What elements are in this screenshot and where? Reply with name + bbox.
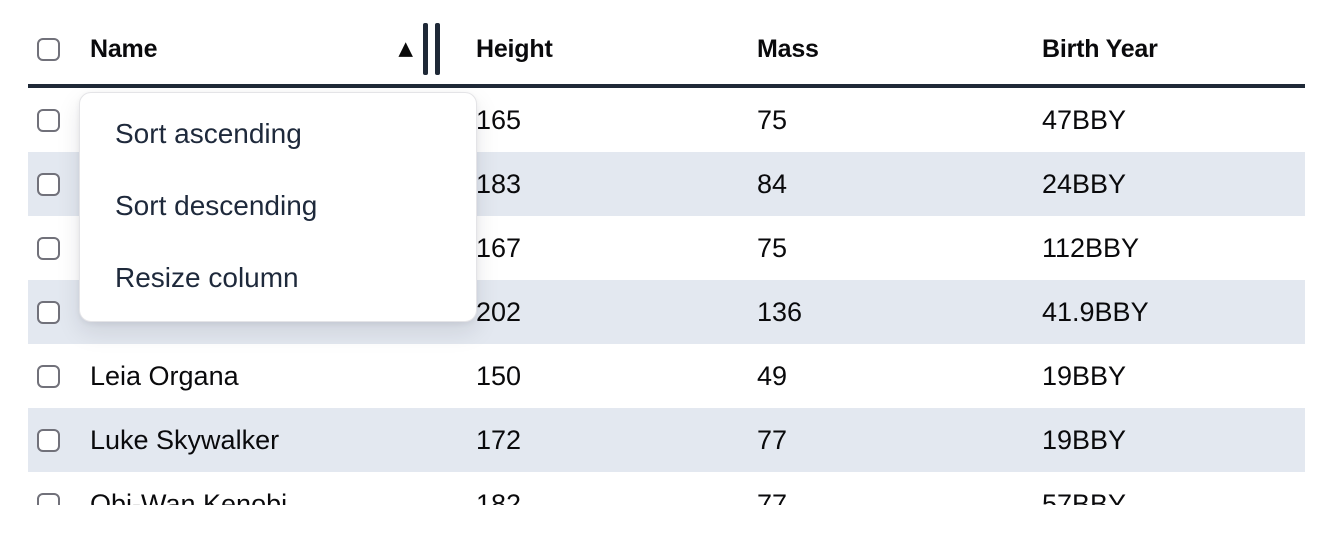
- birth-year-cell: 41.9BBY: [1042, 296, 1149, 327]
- row-checkbox[interactable]: [37, 428, 60, 452]
- select-all-cell: [28, 14, 70, 84]
- birth-year-cell: 112BBY: [1042, 232, 1140, 263]
- column-header-name-label: Name: [90, 34, 158, 63]
- height-cell: 165: [476, 104, 522, 135]
- row-checkbox-cell: [28, 472, 70, 505]
- height-cell: 182: [476, 488, 522, 506]
- column-context-menu: Sort ascending Sort descending Resize co…: [79, 92, 477, 322]
- row-checkbox[interactable]: [37, 236, 60, 260]
- birth-year-cell: 19BBY: [1042, 424, 1127, 455]
- row-checkbox-cell: [28, 152, 70, 216]
- mass-cell: 75: [757, 104, 788, 135]
- row-checkbox-cell: [28, 216, 70, 280]
- row-checkbox-cell: [28, 88, 70, 152]
- row-checkbox[interactable]: [37, 300, 60, 324]
- birth-year-cell: 19BBY: [1042, 360, 1127, 391]
- resize-bar: [435, 23, 440, 75]
- name-cell: Luke Skywalker: [90, 424, 280, 455]
- column-header-birth-year-label: Birth Year: [1042, 34, 1158, 63]
- menu-item-resize-column[interactable]: Resize column: [115, 262, 299, 293]
- row-checkbox[interactable]: [37, 364, 60, 388]
- column-resize-handle-icon[interactable]: [423, 23, 440, 75]
- column-header-birth-year[interactable]: Birth Year: [1022, 14, 1305, 84]
- name-cell: Obi-Wan Kenobi: [90, 488, 288, 506]
- column-header-height[interactable]: Height: [456, 14, 737, 84]
- mass-cell: 77: [757, 424, 788, 455]
- row-checkbox-cell: [28, 280, 70, 344]
- menu-item-sort-descending[interactable]: Sort descending: [115, 190, 318, 221]
- table-row: 165 75 47BBY: [28, 88, 1305, 152]
- mass-cell: 84: [757, 168, 788, 199]
- name-cell: Leia Organa: [90, 360, 239, 391]
- row-checkbox-cell: [28, 408, 70, 472]
- mass-cell: 49: [757, 360, 788, 391]
- height-cell: 202: [476, 296, 522, 327]
- mass-cell: 77: [757, 488, 788, 506]
- height-cell: 183: [476, 168, 522, 199]
- row-checkbox[interactable]: [37, 172, 60, 196]
- row-checkbox[interactable]: [37, 492, 60, 505]
- table-row: Luke Skywalker 172 77 19BBY: [28, 408, 1305, 472]
- height-cell: 172: [476, 424, 522, 455]
- table-header-row: Name ▲ Height Mass Birth Year: [28, 0, 1305, 88]
- row-checkbox[interactable]: [37, 108, 60, 132]
- birth-year-cell: 57BBY: [1042, 488, 1127, 506]
- menu-item-sort-ascending[interactable]: Sort ascending: [115, 118, 302, 149]
- column-header-name[interactable]: Name ▲: [70, 14, 456, 84]
- select-all-checkbox[interactable]: [37, 37, 60, 61]
- table-row: Obi-Wan Kenobi 182 77 57BBY: [28, 472, 1305, 505]
- table-row: Leia Organa 150 49 19BBY: [28, 344, 1305, 408]
- column-header-mass-label: Mass: [757, 34, 819, 63]
- resize-bar: [423, 23, 428, 75]
- mass-cell: 75: [757, 232, 788, 263]
- height-cell: 167: [476, 232, 522, 263]
- mass-cell: 136: [757, 296, 803, 327]
- table-row: 167 75 112BBY: [28, 216, 1305, 280]
- column-header-height-label: Height: [476, 34, 553, 63]
- row-checkbox-cell: [28, 344, 70, 408]
- height-cell: 150: [476, 360, 522, 391]
- sort-ascending-icon: ▲: [398, 37, 413, 60]
- column-header-mass[interactable]: Mass: [737, 14, 1022, 84]
- birth-year-cell: 24BBY: [1042, 168, 1127, 199]
- birth-year-cell: 47BBY: [1042, 104, 1127, 135]
